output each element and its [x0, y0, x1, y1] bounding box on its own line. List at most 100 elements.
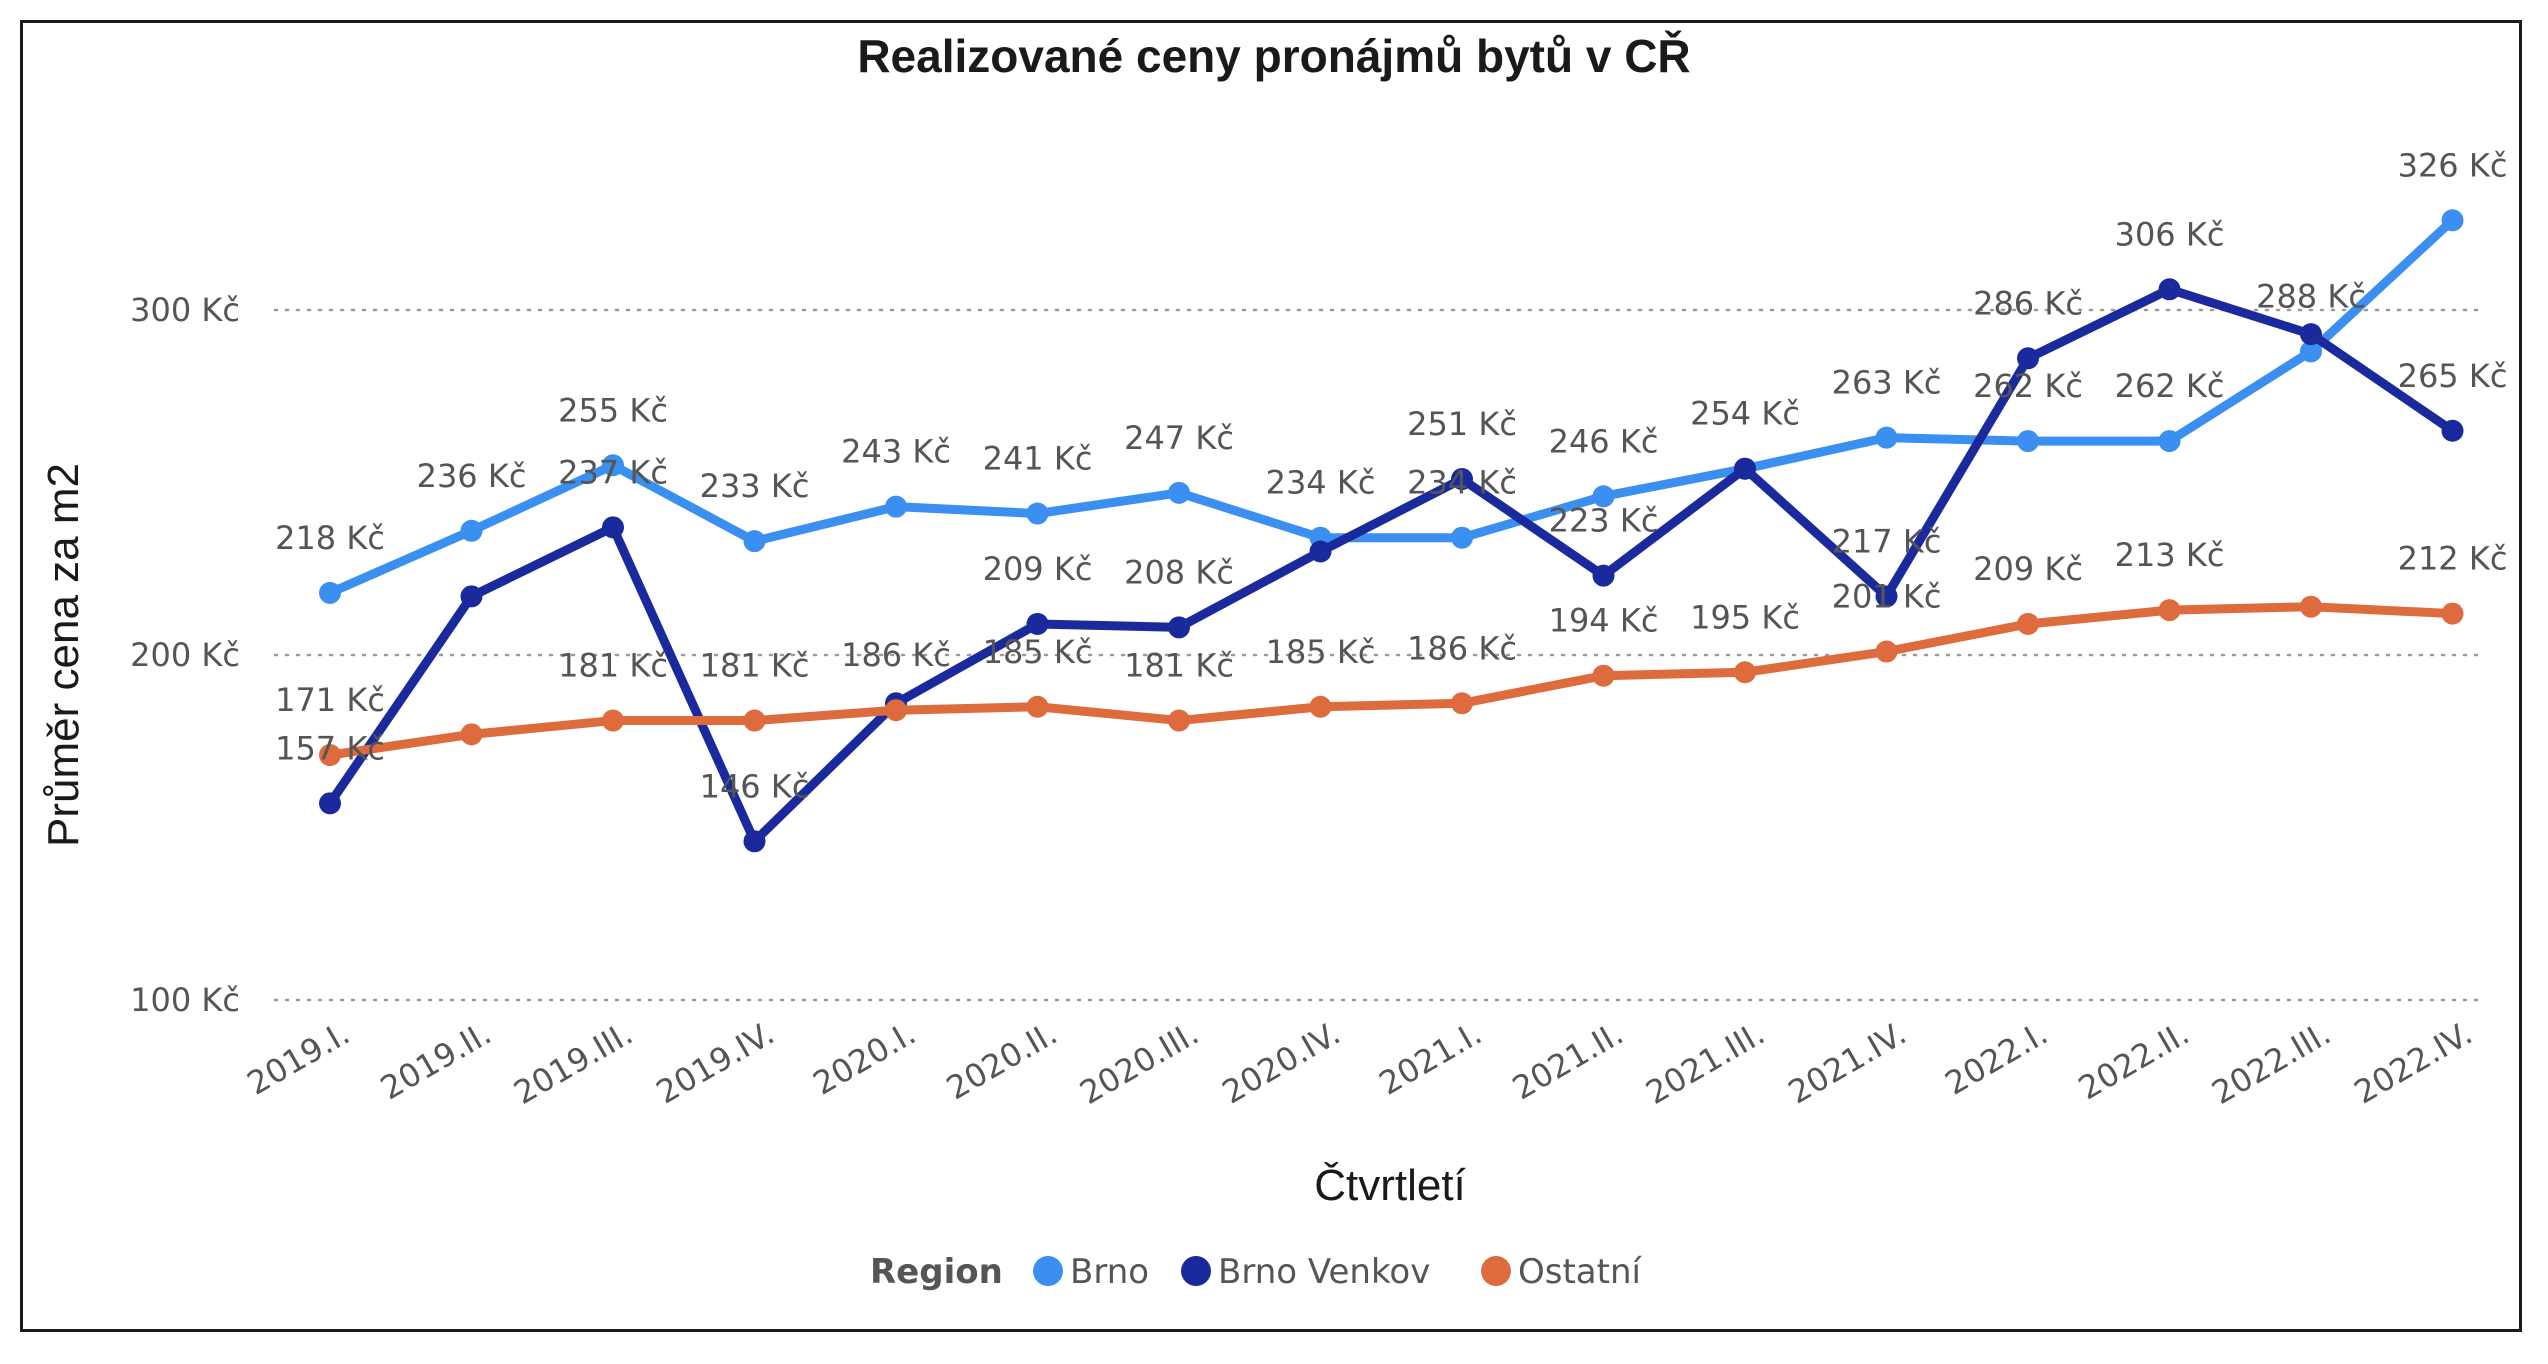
data-point	[2441, 419, 2464, 442]
data-point	[1309, 695, 1332, 718]
data-point	[743, 709, 766, 732]
data-label: 181 Kč	[1124, 647, 1234, 685]
data-label: 213 Kč	[2115, 536, 2225, 574]
legend-label: Brno	[1070, 1252, 1149, 1292]
data-label: 157 Kč	[275, 729, 385, 767]
y-tick-label: 100 Kč	[130, 981, 240, 1019]
x-tick-label: 2021.IV.	[1782, 1014, 1913, 1111]
data-label: 251 Kč	[1407, 405, 1517, 443]
data-label: 186 Kč	[841, 636, 951, 674]
data-point	[1026, 502, 1049, 525]
data-label: 223 Kč	[1549, 502, 1659, 540]
x-tick-label: 2021.III.	[1639, 1014, 1771, 1112]
data-label: 209 Kč	[983, 550, 1093, 588]
data-label: 181 Kč	[700, 647, 810, 685]
data-point	[2017, 612, 2039, 635]
data-label: 254 Kč	[1690, 395, 1800, 433]
data-point	[1592, 564, 1615, 587]
data-label: 234 Kč	[1407, 464, 1517, 502]
data-point	[1875, 640, 1898, 663]
data-label: 233 Kč	[700, 467, 810, 505]
x-tick-label: 2021.II.	[1506, 1014, 1629, 1107]
data-point	[743, 530, 766, 553]
legend: Region Brno Brno Venkov Ostatní	[870, 1252, 1643, 1292]
data-label: 185 Kč	[983, 633, 1093, 671]
data-point	[2441, 602, 2464, 625]
data-label: 246 Kč	[1549, 422, 1659, 460]
data-point	[1451, 526, 1473, 549]
data-point	[885, 699, 907, 722]
x-tick-label: 2021.I.	[1373, 1014, 1488, 1103]
x-tick-label: 2022.IV.	[2348, 1014, 2479, 1111]
y-tick-label: 200 Kč	[130, 636, 240, 674]
data-point	[1168, 616, 1190, 639]
data-label: 286 Kč	[1973, 284, 2083, 322]
data-point	[1592, 664, 1615, 687]
data-point	[1875, 426, 1898, 449]
data-point	[1026, 695, 1049, 718]
data-point	[460, 519, 483, 542]
legend-label: Brno Venkov	[1218, 1252, 1430, 1292]
legend-title: Region	[870, 1252, 1003, 1292]
x-tick-label: 2022.II.	[2072, 1014, 2195, 1107]
x-tick-label: 2022.I.	[1939, 1014, 2054, 1103]
x-axis-title: Čtvrtletí	[1314, 1160, 1466, 1210]
data-point	[1309, 540, 1332, 563]
data-label: 265 Kč	[2398, 357, 2508, 395]
x-tick-label: 2020.IV.	[1216, 1014, 1347, 1111]
y-axis-title: Průměr cena za m2	[39, 463, 88, 847]
chart-title: Realizované ceny pronájmů bytů v CŘ	[857, 30, 1690, 82]
x-tick-label: 2019.II.	[374, 1014, 497, 1107]
data-label: 209 Kč	[1973, 550, 2083, 588]
data-label: 262 Kč	[1973, 367, 2083, 405]
data-label: 234 Kč	[1266, 464, 1376, 502]
data-label: 217 Kč	[1832, 522, 1942, 560]
data-label: 306 Kč	[2115, 215, 2225, 253]
y-tick-label: 300 Kč	[130, 291, 240, 329]
data-point	[2441, 209, 2464, 232]
data-point	[1875, 585, 1898, 608]
data-point	[319, 744, 341, 767]
data-label: 255 Kč	[558, 391, 668, 429]
legend-marker	[1033, 1256, 1063, 1286]
data-point	[2158, 599, 2181, 622]
data-point	[319, 581, 341, 604]
data-label: 181 Kč	[558, 647, 668, 685]
data-label: 186 Kč	[1407, 629, 1517, 667]
data-labels: 218 Kč 236 Kč 255 Kč 233 Kč 243 Kč 241 Kč 247 …	[275, 146, 2507, 805]
series-line	[325, 284, 2457, 846]
data-label: 212 Kč	[2398, 540, 2508, 578]
data-label: 262 Kč	[2115, 367, 2225, 405]
data-point	[2300, 323, 2322, 346]
x-tick-label: 2019.IV.	[650, 1014, 781, 1111]
series-line	[325, 215, 2457, 598]
data-point	[1026, 612, 1049, 635]
data-point	[2300, 340, 2322, 363]
data-label: 195 Kč	[1690, 598, 1800, 636]
data-point	[1451, 692, 1473, 715]
data-point	[319, 792, 341, 815]
data-point	[2017, 430, 2039, 453]
data-label: 237 Kč	[558, 453, 668, 491]
data-label: 236 Kč	[417, 457, 527, 495]
data-label: 247 Kč	[1124, 419, 1234, 457]
data-point	[1592, 485, 1615, 508]
data-label: 218 Kč	[275, 519, 385, 557]
data-point	[1734, 457, 1756, 480]
data-point	[460, 723, 483, 746]
chart-frame	[20, 20, 2522, 1332]
x-tick-label: 2019.I.	[241, 1014, 356, 1103]
data-label: 243 Kč	[841, 433, 951, 471]
data-point	[602, 709, 624, 732]
data-point	[1734, 661, 1756, 684]
data-label: 194 Kč	[1549, 602, 1659, 640]
grid-lines	[273, 308, 2482, 1002]
x-axis-ticks: 2019.I. 2019.II. 2019.III. 2019.IV. 2020.I. 2…	[241, 1014, 2479, 1112]
data-label: 288 Kč	[2256, 277, 2366, 315]
x-tick-label: 2022.III.	[2205, 1014, 2337, 1112]
data-point	[1168, 709, 1190, 732]
legend-marker	[1181, 1256, 1211, 1286]
data-point	[2158, 430, 2181, 453]
x-tick-label: 2019.III.	[507, 1014, 639, 1112]
data-label: 241 Kč	[983, 440, 1093, 478]
